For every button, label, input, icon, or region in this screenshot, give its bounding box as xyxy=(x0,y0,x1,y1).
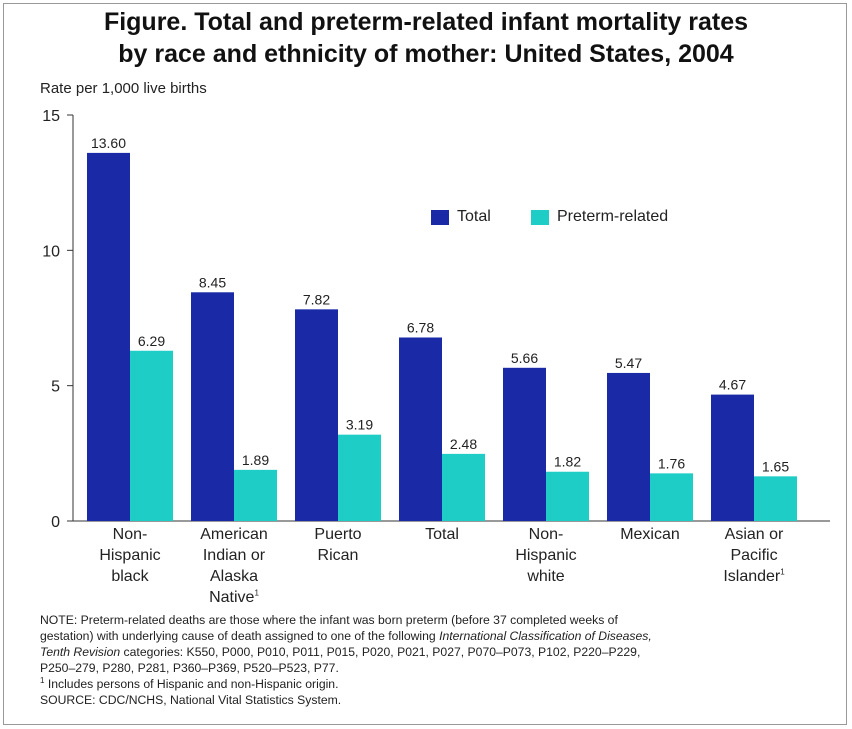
category-label: Asian or Pacific Islander1 xyxy=(723,526,785,585)
data-label: 1.89 xyxy=(242,452,269,468)
bar-total-3 xyxy=(399,337,442,521)
data-label: 1.82 xyxy=(554,454,581,470)
data-label: 1.65 xyxy=(762,458,789,474)
bar-preterm-6 xyxy=(754,476,797,521)
category-label: Non- Hispanic black xyxy=(99,526,161,585)
note-line-3: Tenth Revision categories: K550, P000, P… xyxy=(40,645,641,659)
data-label: 8.45 xyxy=(199,274,226,290)
bar-total-4 xyxy=(503,367,546,521)
legend-swatch xyxy=(431,210,449,225)
data-label: 6.29 xyxy=(138,333,165,349)
chart-title: Figure. Total and preterm-related infant… xyxy=(103,8,749,36)
legend-label: Preterm-related xyxy=(557,208,669,225)
note-block: NOTE: Preterm-related deaths are those w… xyxy=(40,612,845,708)
bar-total-5 xyxy=(607,372,650,521)
data-label: 7.82 xyxy=(303,291,330,307)
note-line-4: P250–279, P280, P281, P360–P369, P520–P5… xyxy=(40,661,339,675)
data-label: 5.66 xyxy=(511,350,538,366)
category-label: Total xyxy=(425,526,459,543)
bar-total-1 xyxy=(191,292,234,521)
y-axis-label: Rate per 1,000 live births xyxy=(40,80,207,97)
source-line: SOURCE: CDC/NCHS, National Vital Statist… xyxy=(40,693,342,707)
bar-preterm-3 xyxy=(442,453,485,521)
figure-frame xyxy=(3,3,847,725)
bar-preterm-4 xyxy=(546,471,589,521)
bar-total-6 xyxy=(711,394,754,521)
data-label: 2.48 xyxy=(450,436,477,452)
y-tick-label: 15 xyxy=(42,108,60,125)
chart-title-line2: by race and ethnicity of mother: United … xyxy=(118,40,734,68)
data-label: 4.67 xyxy=(719,377,746,393)
legend-swatch xyxy=(531,210,549,225)
footnote: 1 Includes persons of Hispanic and non-H… xyxy=(40,675,339,691)
note-line-1: NOTE: Preterm-related deaths are those w… xyxy=(40,613,618,627)
y-tick-label: 5 xyxy=(51,379,60,396)
category-label: Puerto Rican xyxy=(314,526,362,564)
data-label: 1.76 xyxy=(658,455,685,471)
bar-preterm-2 xyxy=(338,434,381,521)
data-label: 13.60 xyxy=(91,135,126,151)
category-label: Non- Hispanic white xyxy=(515,526,577,585)
legend-label: Total xyxy=(457,208,491,225)
bar-preterm-1 xyxy=(234,469,277,521)
bar-preterm-5 xyxy=(650,473,693,521)
bar-total-0 xyxy=(87,152,130,522)
bar-total-2 xyxy=(295,309,338,521)
y-tick-label: 10 xyxy=(42,243,60,260)
category-label: Mexican xyxy=(620,526,680,543)
data-label: 6.78 xyxy=(407,319,434,335)
data-label: 5.47 xyxy=(615,355,642,371)
category-label: American Indian or Alaska Native1 xyxy=(200,526,268,606)
note-line-2: gestation) with underlying cause of deat… xyxy=(40,629,652,643)
y-tick-label: 0 xyxy=(51,514,60,531)
data-label: 3.19 xyxy=(346,417,373,433)
bar-preterm-0 xyxy=(130,350,173,521)
